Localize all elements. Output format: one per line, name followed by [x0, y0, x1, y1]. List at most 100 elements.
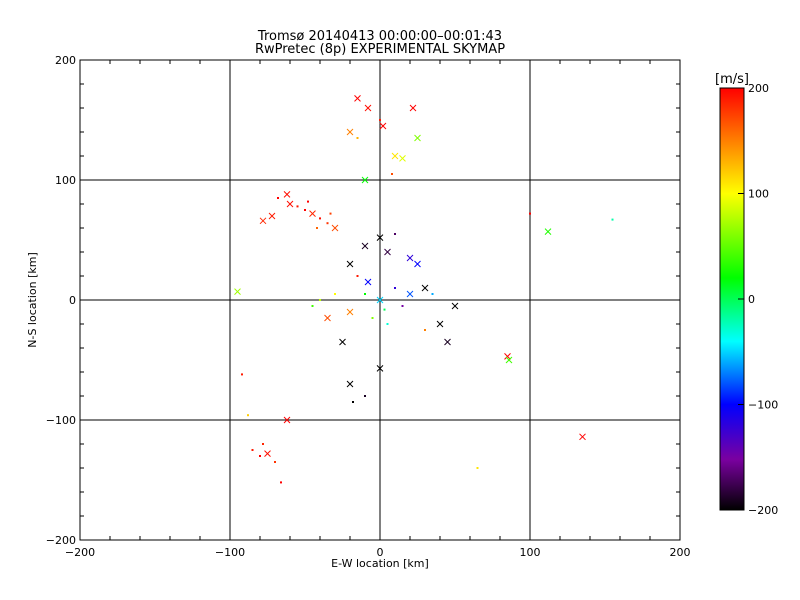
data-point-stroke [504, 353, 511, 360]
data-point-stroke [346, 260, 354, 268]
data-point-dot [259, 455, 261, 457]
data-point-cross [364, 104, 372, 112]
colorbar-ticks: 200 100 0 −100 −200 [738, 82, 778, 517]
colorbar-tick-label: 0 [748, 293, 755, 306]
data-point-cross [364, 278, 372, 286]
x-tick-label: 0 [377, 546, 384, 559]
data-point-dot [371, 317, 374, 319]
data-point-stroke [331, 224, 339, 232]
data-point-stroke [264, 450, 271, 457]
y-tick-label: −200 [46, 534, 76, 547]
data-point-cross [286, 200, 294, 208]
data-point-stroke [339, 338, 346, 346]
data-point-stroke [361, 242, 369, 250]
data-point-dot [307, 200, 309, 203]
data-point-stroke [376, 296, 384, 304]
data-point-dot [611, 218, 614, 221]
data-point-stroke [391, 152, 399, 160]
data-point-cross [234, 288, 241, 295]
data-point-cross [444, 338, 451, 346]
data-point-cross [324, 314, 331, 322]
y-tick-label: 0 [69, 294, 76, 307]
data-point-dot [262, 443, 264, 445]
data-point-cross [361, 176, 369, 184]
data-point-cross [406, 254, 414, 262]
data-point-dot [274, 461, 276, 463]
data-point-dot [476, 467, 479, 469]
data-point-cross [283, 191, 291, 198]
data-point-dot [277, 197, 279, 199]
data-point-cross [391, 152, 399, 160]
y-tick-label: −100 [46, 414, 76, 427]
data-point-dot [296, 205, 299, 208]
y-tick-label: 200 [55, 54, 76, 67]
data-point-cross [376, 365, 384, 372]
data-point-cross [331, 224, 339, 232]
data-point-cross [339, 338, 346, 346]
data-point-dot [319, 217, 321, 220]
data-point-stroke [364, 278, 372, 286]
data-point-dot [319, 299, 321, 301]
data-point-dot [431, 293, 434, 295]
data-point-cross [268, 212, 276, 220]
data-point-stroke [579, 433, 586, 441]
data-point-cross [346, 308, 354, 316]
data-point-dot [356, 137, 359, 139]
x-tick-label: −100 [215, 546, 245, 559]
data-point-stroke [444, 338, 451, 346]
data-point-cross [579, 433, 586, 441]
colorbar-label: [m/s] [715, 72, 749, 87]
data-point-stroke [346, 308, 354, 316]
data-point-dot [241, 373, 243, 376]
data-point-stroke [283, 416, 291, 424]
data-point-dot [364, 293, 366, 295]
data-point-cross [399, 155, 406, 162]
data-point-stroke [436, 320, 444, 328]
data-point-dot [251, 449, 254, 451]
data-point-cross [376, 234, 384, 241]
data-point-cross [264, 450, 271, 457]
x-tick-label: 100 [520, 546, 541, 559]
data-point-stroke [406, 290, 414, 298]
data-point-cross [421, 284, 429, 292]
data-point-stroke [409, 104, 417, 112]
data-point-dot [334, 293, 336, 295]
chart-subtitle: RwPretec (8p) EXPERIMENTAL SKYMAP [255, 42, 505, 57]
data-point-cross [346, 260, 354, 268]
data-point-stroke [259, 217, 267, 225]
data-point-stroke [399, 155, 406, 162]
data-point-stroke [361, 176, 369, 184]
data-point-stroke [384, 248, 391, 256]
x-tick-label: 200 [670, 546, 691, 559]
data-point-dot [316, 227, 318, 229]
data-point-stroke [354, 95, 361, 102]
axis-ticks: −200 −100 0 100 200 −200 −100 0 100 200 [46, 54, 691, 559]
data-point-dot [247, 414, 249, 417]
data-point-stroke [544, 228, 552, 235]
data-point-dot [329, 212, 332, 215]
data-point-dot [386, 323, 389, 325]
data-point-stroke [406, 254, 414, 262]
chart-title: Tromsø 20140413 00:00:00–00:01:43 [257, 29, 502, 44]
data-point-cross [409, 104, 417, 112]
data-point-stroke [376, 234, 384, 241]
data-point-dot [391, 173, 393, 175]
data-point-dot [356, 275, 359, 277]
data-point-stroke [379, 122, 387, 130]
data-point-dot [280, 481, 282, 484]
data-point-cross [283, 416, 291, 424]
data-point-cross [414, 260, 421, 268]
data-point-cross [436, 320, 444, 328]
data-point-stroke [234, 288, 241, 295]
data-point-stroke [414, 134, 421, 142]
data-point-stroke [268, 212, 276, 220]
data-point-stroke [309, 210, 316, 217]
data-points [234, 95, 614, 484]
data-point-dot [394, 233, 396, 235]
data-point-dot [311, 305, 314, 307]
data-point-cross [346, 380, 354, 388]
data-point-dot [383, 308, 386, 311]
data-point-cross [346, 128, 354, 136]
data-point-dot [379, 119, 381, 121]
